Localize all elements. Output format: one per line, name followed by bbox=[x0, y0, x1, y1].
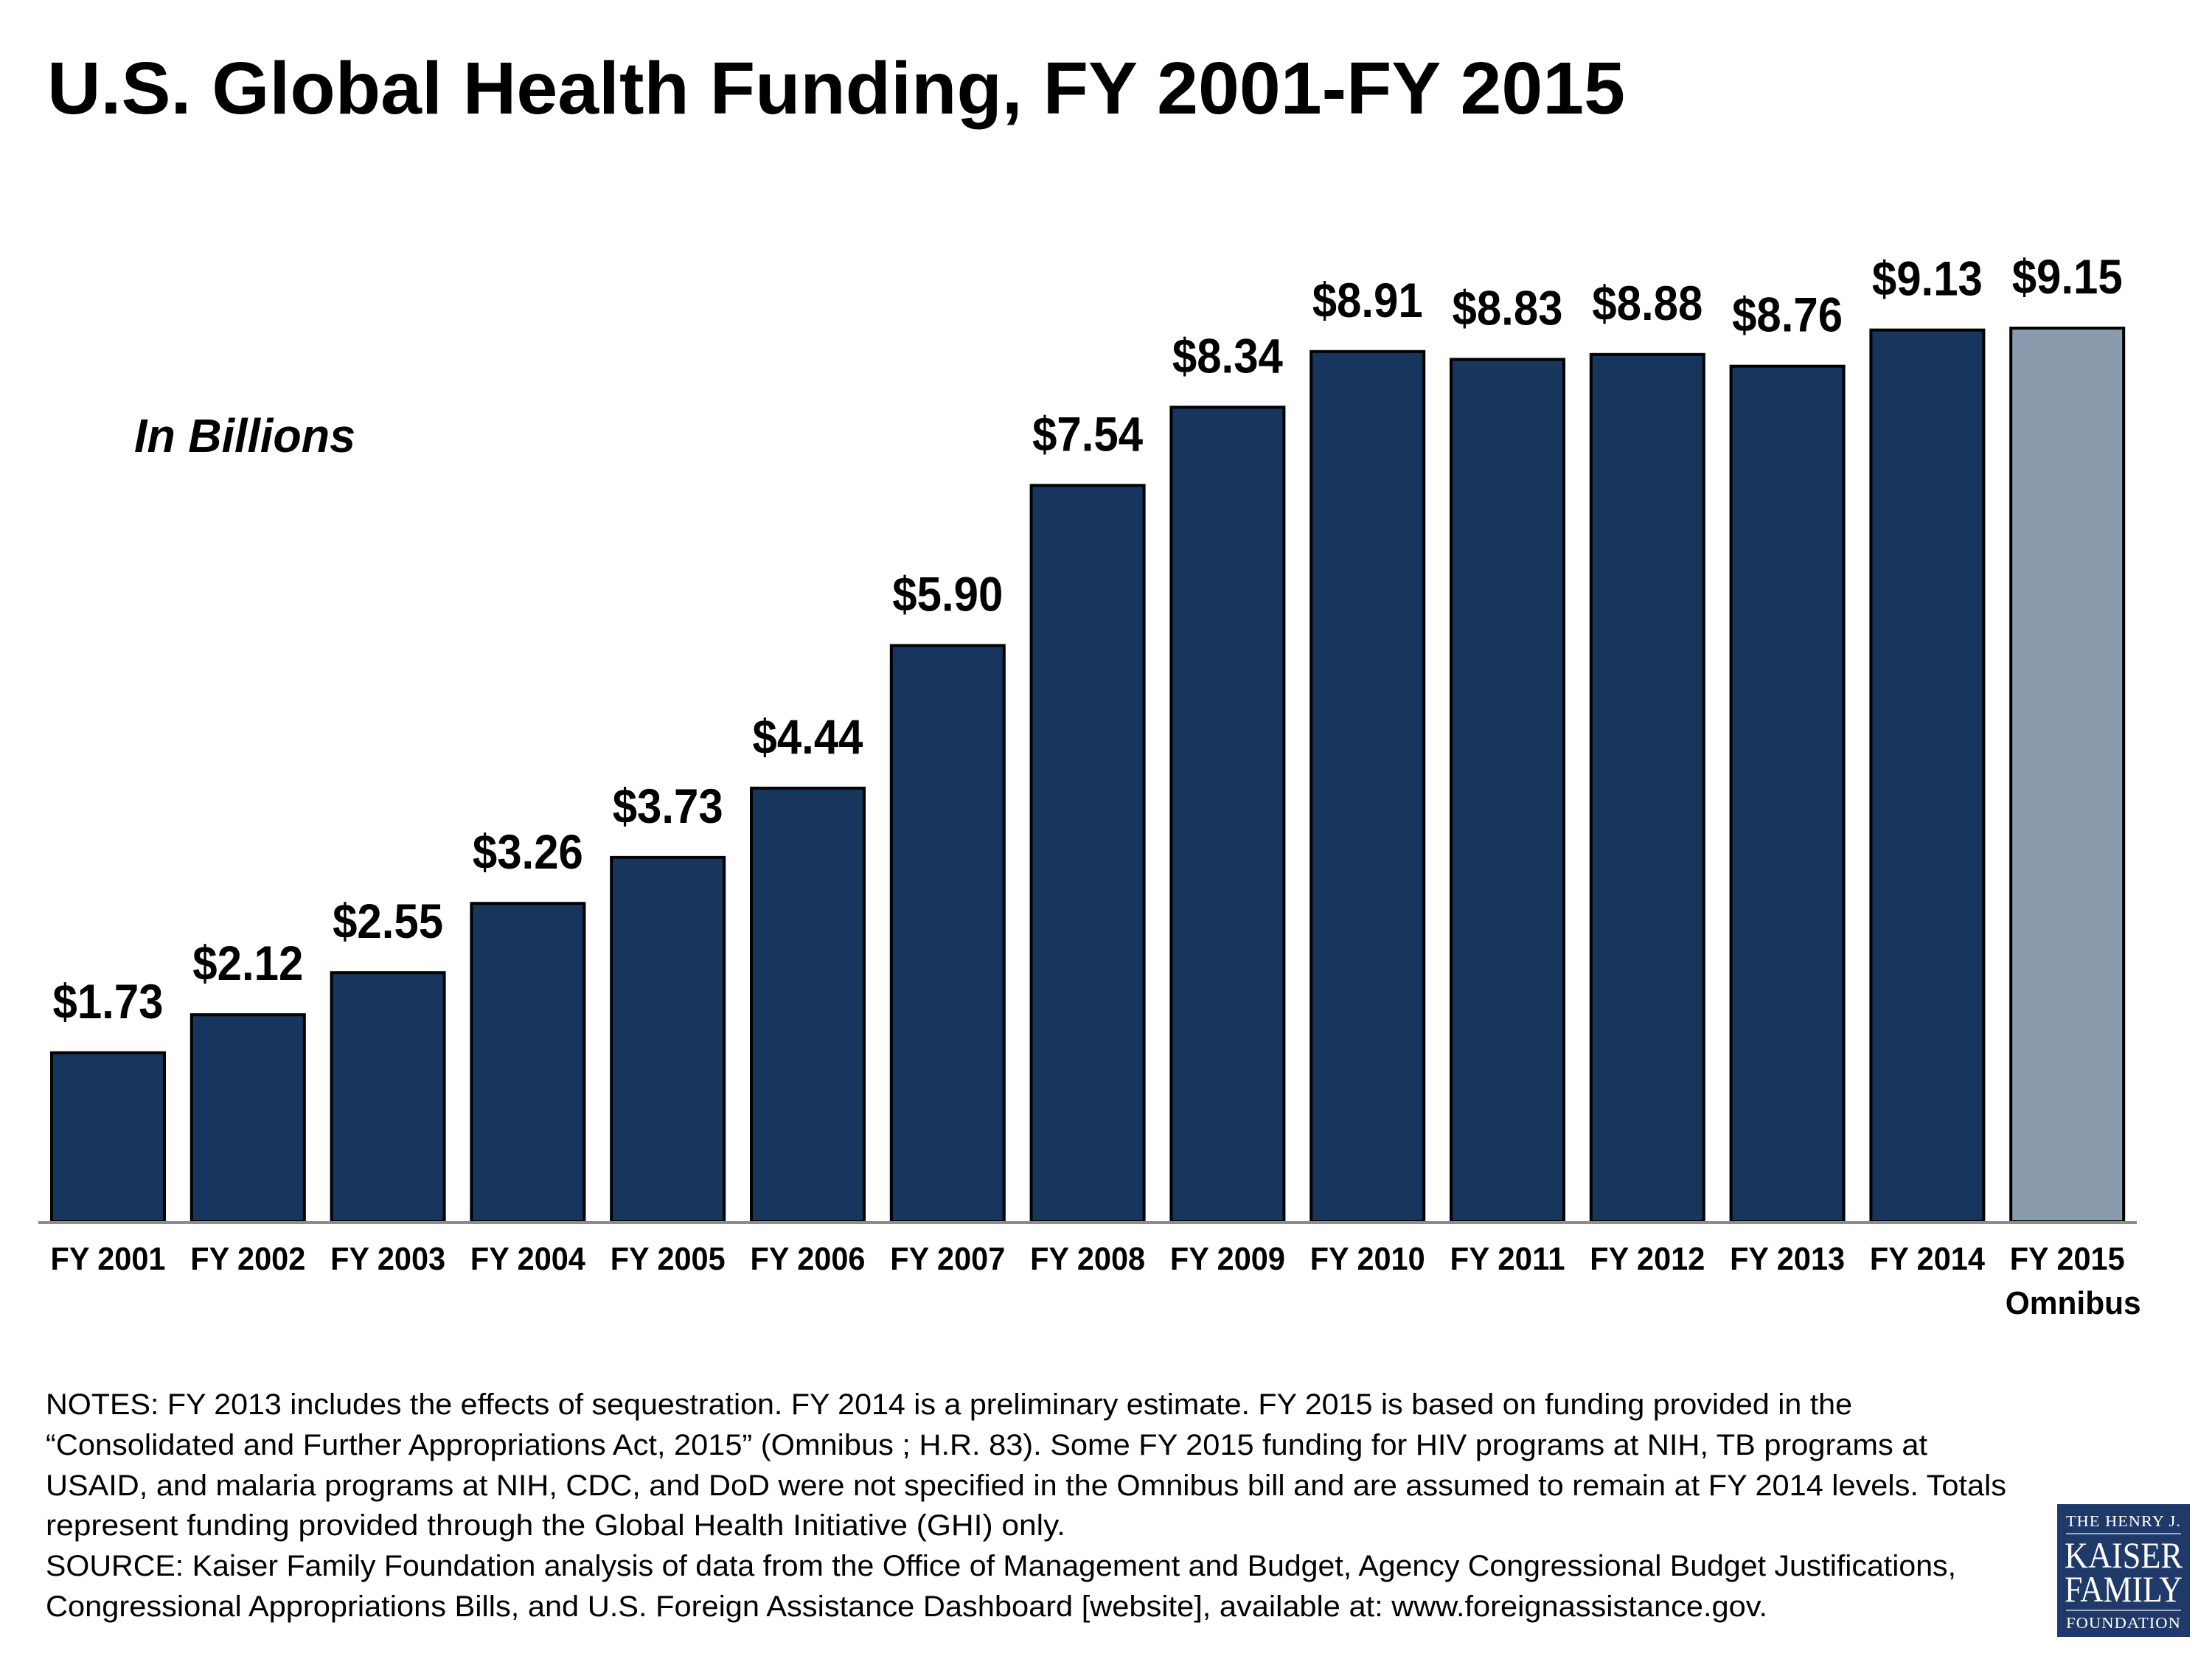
bar-fy-2011 bbox=[1450, 358, 1565, 1223]
logo-line-3: FAMILY bbox=[2065, 1568, 2183, 1610]
value-label: $8.34 bbox=[1172, 328, 1283, 383]
value-label: $1.73 bbox=[53, 974, 164, 1029]
x-tick-sublabel: Omnibus bbox=[2006, 1285, 2141, 1321]
note-line-3: USAID, and malaria programs at NIH, CDC,… bbox=[46, 1470, 2006, 1502]
value-label: $2.55 bbox=[333, 894, 443, 948]
x-tick-label: FY 2005 bbox=[611, 1241, 726, 1277]
note-line-1: NOTES: FY 2013 includes the effects of s… bbox=[46, 1388, 1852, 1421]
value-label: $9.15 bbox=[2012, 249, 2123, 304]
bar-fy-2006 bbox=[750, 786, 866, 1223]
x-tick-label: FY 2006 bbox=[751, 1241, 866, 1277]
x-tick-label: FY 2003 bbox=[330, 1241, 445, 1277]
x-tick-label: FY 2012 bbox=[1590, 1241, 1705, 1277]
x-tick-label: FY 2002 bbox=[190, 1241, 305, 1277]
x-tick-label: FY 2007 bbox=[890, 1241, 1005, 1277]
x-tick-label: FY 2008 bbox=[1030, 1241, 1145, 1277]
bar-fy-2003 bbox=[330, 971, 446, 1223]
value-label: $3.73 bbox=[613, 779, 723, 833]
value-label: $3.26 bbox=[473, 824, 583, 879]
value-label: $2.12 bbox=[192, 936, 303, 990]
bars-group bbox=[50, 327, 2126, 1224]
x-tick-label: FY 2009 bbox=[1170, 1241, 1285, 1277]
units-label: In Billions bbox=[134, 409, 355, 462]
value-label: $5.90 bbox=[892, 567, 1003, 622]
chart-title: U.S. Global Health Funding, FY 2001-FY 2… bbox=[47, 47, 1625, 130]
bar-fy-2010 bbox=[1310, 349, 1426, 1223]
logo-line-1: THE HENRY J. bbox=[2066, 1512, 2181, 1530]
x-tick-label: FY 2015 bbox=[2010, 1241, 2125, 1277]
bar-fy-2007 bbox=[889, 644, 1006, 1223]
note-line-4: represent funding provided through the G… bbox=[46, 1509, 1065, 1542]
bar-fy-2013 bbox=[1729, 364, 1846, 1224]
source-line-2: Congressional Appropriations Bills, and … bbox=[46, 1590, 1767, 1623]
value-label: $8.91 bbox=[1312, 273, 1423, 327]
value-label: $9.13 bbox=[1872, 251, 1983, 306]
bar-fy-2009 bbox=[1169, 406, 1286, 1223]
logo-line-2: KAISER bbox=[2065, 1534, 2183, 1576]
x-tick-label: FY 2013 bbox=[1730, 1241, 1845, 1277]
value-label: $8.76 bbox=[1732, 288, 1843, 342]
x-tick-label: FY 2004 bbox=[470, 1241, 585, 1277]
bar-fy-2014 bbox=[1869, 328, 1986, 1224]
note-line-2: “Consolidated and Further Appropriations… bbox=[46, 1429, 1927, 1461]
value-label: $7.54 bbox=[1032, 406, 1143, 461]
value-label: $4.44 bbox=[753, 709, 863, 764]
value-label: $8.83 bbox=[1453, 280, 1563, 335]
bar-fy-2008 bbox=[1029, 484, 1146, 1223]
bar-fy-2004 bbox=[470, 902, 586, 1223]
x-tick-label: FY 2001 bbox=[51, 1241, 166, 1277]
kff-logo: THE HENRY J. KAISER FAMILY FOUNDATION bbox=[2057, 1504, 2190, 1637]
x-tick-label: FY 2011 bbox=[1450, 1241, 1565, 1277]
bar-fy-2002 bbox=[189, 1013, 306, 1223]
bar-fy-2005 bbox=[610, 855, 726, 1224]
value-labels-group: $1.73 $2.12 $2.55 $3.26 $3.73 $4.44 $5.90 $7.54… bbox=[53, 249, 2123, 1029]
source-line-1: SOURCE: Kaiser Family Foundation analysi… bbox=[46, 1550, 1956, 1582]
bar-fy-2012 bbox=[1589, 352, 1705, 1223]
x-tick-labels-group: FY 2001 FY 2002 FY 2003 FY 2004 FY 2005 FY 20… bbox=[51, 1241, 2141, 1321]
bar-fy-2015 bbox=[2009, 327, 2126, 1223]
x-tick-label: FY 2014 bbox=[1870, 1241, 1985, 1277]
notes-block: NOTES: FY 2013 includes the effects of s… bbox=[46, 1388, 2006, 1623]
value-label: $8.88 bbox=[1592, 276, 1703, 330]
logo-line-4: FOUNDATION bbox=[2066, 1614, 2181, 1632]
logo-background bbox=[2057, 1504, 2190, 1637]
x-tick-label: FY 2010 bbox=[1310, 1241, 1425, 1277]
bar-fy-2001 bbox=[50, 1051, 166, 1224]
